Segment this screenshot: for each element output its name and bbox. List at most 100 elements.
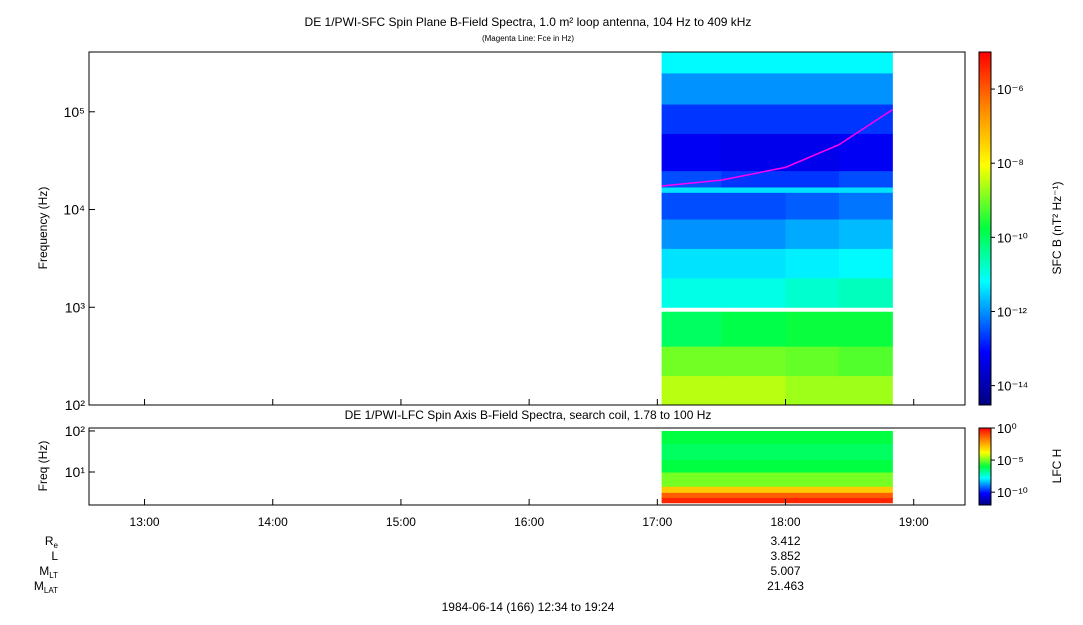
spectrogram-cell xyxy=(661,486,722,493)
y-tick-label: 10⁴ xyxy=(63,202,85,218)
spectrogram-cell xyxy=(838,311,893,347)
spectrogram-cell xyxy=(785,133,840,172)
spectrogram-cell xyxy=(838,375,893,406)
spectrogram-cell xyxy=(661,459,722,473)
spectrogram-cell xyxy=(838,471,893,487)
spectrogram-cell xyxy=(661,443,722,461)
chart-title: DE 1/PWI-SFC Spin Plane B-Field Spectra,… xyxy=(305,15,752,29)
fce-line xyxy=(661,109,893,187)
spectrogram-cell xyxy=(838,486,893,493)
colorbar-tick-label: 10⁻¹² xyxy=(997,304,1028,319)
y-tick-label: 10⁵ xyxy=(64,104,85,120)
spectrogram-cell xyxy=(661,192,722,220)
ephemeris-label: L xyxy=(51,549,58,563)
spectrogram-cell xyxy=(785,277,840,308)
spectrogram-cell xyxy=(661,72,722,105)
spectrogram-cell xyxy=(661,170,722,188)
spectrogram-cell xyxy=(721,471,787,487)
colorbar-label: SFC B (nT² Hz⁻¹) xyxy=(1050,182,1064,275)
spectrogram-cell xyxy=(721,192,787,220)
spectrogram-cell xyxy=(785,471,840,487)
spectrogram-cell xyxy=(785,497,840,504)
colorbar xyxy=(978,427,992,506)
spectrogram-cell xyxy=(785,72,840,105)
spectrogram-cell xyxy=(721,277,787,308)
spectrogram-cell xyxy=(838,192,893,220)
y-tick-label: 10¹ xyxy=(65,464,86,480)
x-tick-label: 13:00 xyxy=(130,515,160,529)
spectrogram-cell xyxy=(785,492,840,498)
spectrogram-cell xyxy=(721,133,787,172)
spectrogram-cell xyxy=(721,492,787,498)
spectrogram-cell xyxy=(721,170,787,188)
spectrogram-cell xyxy=(661,277,722,308)
spectrogram-cell xyxy=(785,248,840,279)
spectrogram-cell xyxy=(721,72,787,105)
spectrogram-cell xyxy=(785,187,840,193)
ephemeris-label-main: R xyxy=(45,534,54,548)
spectrogram-cell xyxy=(785,52,840,74)
x-tick-label: 18:00 xyxy=(771,515,801,529)
y-tick-label: 10² xyxy=(65,397,86,413)
ephemeris-value: 3.412 xyxy=(771,534,801,548)
x-tick-label: 15:00 xyxy=(386,515,416,529)
y-tick-label: 10³ xyxy=(65,299,86,315)
ephemeris-value: 21.463 xyxy=(767,579,804,593)
spectrogram-cell xyxy=(661,471,722,487)
colorbar-tick-label: 10⁻⁸ xyxy=(997,156,1024,171)
colorbar-tick-label: 10⁻¹⁴ xyxy=(997,379,1028,394)
ephemeris-label-main: L xyxy=(51,549,58,563)
spectrogram-cell xyxy=(661,346,722,377)
ephemeris-label-sub: LAT xyxy=(44,586,58,595)
spectrogram-cell xyxy=(785,311,840,347)
spectrogram-cell xyxy=(721,486,787,493)
spectrogram-cell xyxy=(661,52,722,74)
spectrogram-cell xyxy=(661,104,722,134)
spectrogram-cell xyxy=(838,277,893,308)
spectrogram-cell xyxy=(661,187,722,193)
spectrogram-cell xyxy=(661,430,722,444)
spectrogram-cell xyxy=(661,375,722,406)
spectrogram-cell xyxy=(721,248,787,279)
y-axis-label: Freq (Hz) xyxy=(36,441,50,492)
ephemeris-value: 3.852 xyxy=(771,549,801,563)
spectrogram-cell xyxy=(838,497,893,504)
plot-frame xyxy=(88,427,966,506)
spectrogram-cell xyxy=(785,218,840,249)
spectrogram-cell xyxy=(785,346,840,377)
colorbar-tick-label: 10⁻¹⁰ xyxy=(997,485,1028,500)
chart-subtitle: (Magenta Line: Fce in Hz) xyxy=(482,34,574,43)
spectrogram-cell xyxy=(785,486,840,493)
spectrogram-cell xyxy=(721,430,787,444)
spectrogram-cell xyxy=(785,170,840,188)
ephemeris-label-sub: e xyxy=(54,541,59,550)
ephemeris-label-main: M xyxy=(39,564,49,578)
x-tick-label: 16:00 xyxy=(514,515,544,529)
ephemeris-value: 5.007 xyxy=(771,564,801,578)
spectrogram-cell xyxy=(838,187,893,193)
spectrogram-cell xyxy=(838,72,893,105)
spectrogram-cell xyxy=(721,218,787,249)
spectrogram-cell xyxy=(661,218,722,249)
spectrogram-cell xyxy=(661,492,722,498)
spectrogram-cell xyxy=(785,104,840,134)
colorbar xyxy=(978,51,992,406)
spectrogram-cell xyxy=(721,375,787,406)
spectrogram-cell xyxy=(838,248,893,279)
y-axis-label: Frequency (Hz) xyxy=(36,187,50,270)
spectrogram-cell xyxy=(721,311,787,347)
spectrogram-cell xyxy=(661,311,722,347)
ephemeris-label-main: M xyxy=(34,579,44,593)
spectrogram-cell xyxy=(838,492,893,498)
footer: 1984-06-14 (166) 12:34 to 19:24 xyxy=(442,600,615,614)
chart-title: DE 1/PWI-LFC Spin Axis B-Field Spectra, … xyxy=(345,408,712,422)
spectrogram-cell xyxy=(661,497,722,504)
spectrogram-cell xyxy=(785,375,840,406)
plot-frame xyxy=(88,51,966,406)
spectrogram-cell xyxy=(838,52,893,74)
spectrogram-cell xyxy=(721,187,787,193)
ephemeris-label: Re xyxy=(45,534,59,550)
spectrogram-cell xyxy=(838,443,893,461)
y-tick-label: 10² xyxy=(65,423,86,439)
